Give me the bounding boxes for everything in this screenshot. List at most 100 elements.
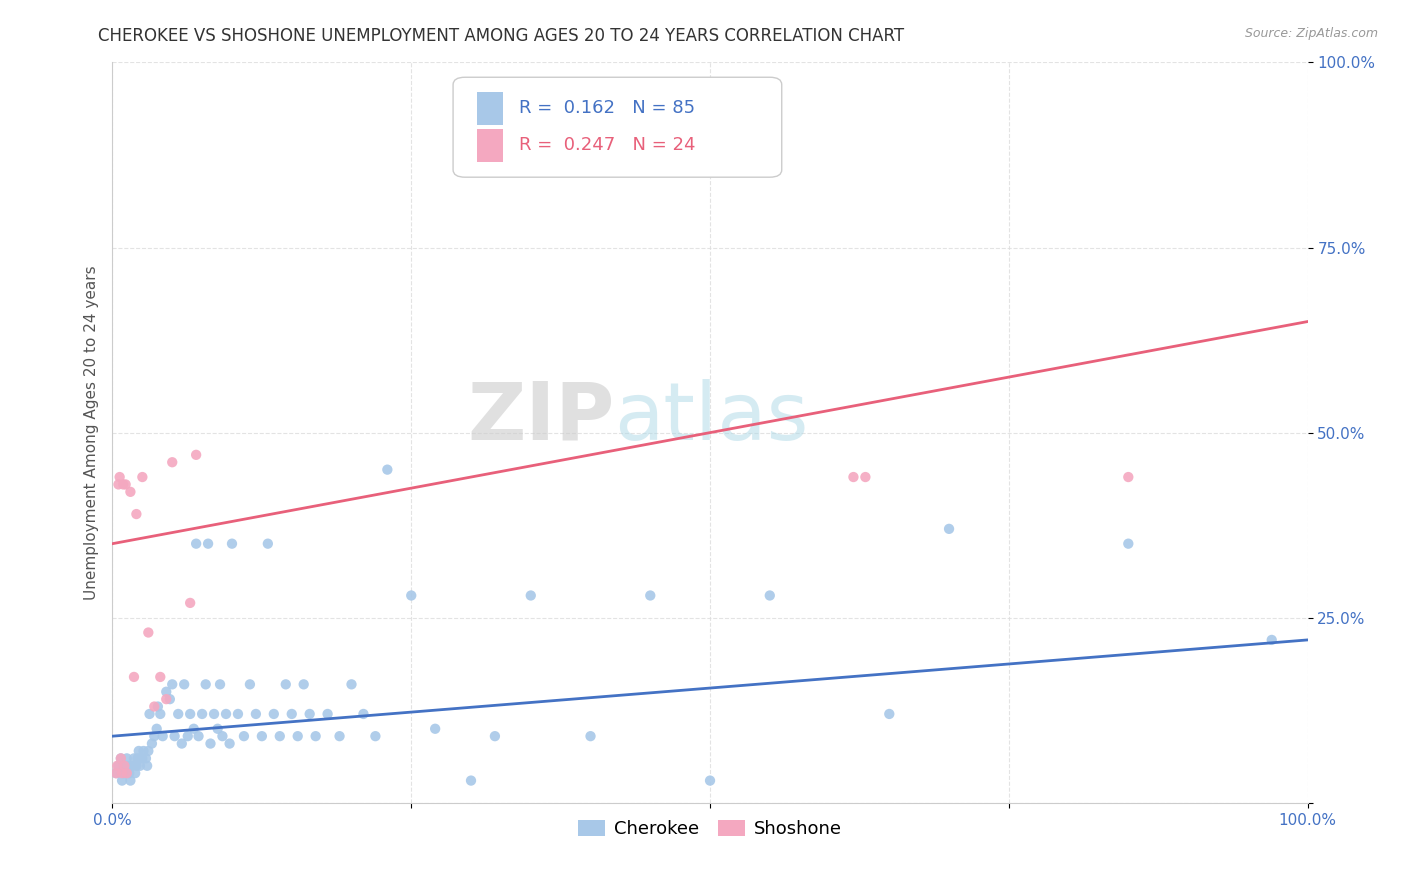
Point xyxy=(110,751,132,765)
Point xyxy=(197,536,219,550)
Point xyxy=(207,722,229,736)
Point xyxy=(329,729,352,743)
Point xyxy=(162,455,183,469)
Point xyxy=(105,758,128,772)
Point xyxy=(114,758,135,772)
Point xyxy=(842,470,865,484)
Point xyxy=(135,751,157,765)
Point xyxy=(138,625,160,640)
Point xyxy=(226,706,249,721)
Point xyxy=(111,766,134,780)
Point xyxy=(305,729,328,743)
Point xyxy=(879,706,901,721)
Point xyxy=(352,706,374,721)
Point xyxy=(316,706,339,721)
Point xyxy=(127,751,149,765)
Point xyxy=(121,758,143,772)
Point xyxy=(111,773,134,788)
Point xyxy=(640,589,662,603)
Point xyxy=(292,677,315,691)
FancyBboxPatch shape xyxy=(477,92,503,126)
Point xyxy=(239,677,262,691)
Point xyxy=(177,729,200,743)
Point xyxy=(364,729,387,743)
Point xyxy=(340,677,363,691)
Point xyxy=(401,589,423,603)
Point xyxy=(163,729,186,743)
Y-axis label: Unemployment Among Ages 20 to 24 years: Unemployment Among Ages 20 to 24 years xyxy=(83,265,98,600)
Point xyxy=(105,766,128,780)
Point xyxy=(107,477,129,491)
Point xyxy=(287,729,309,743)
Point xyxy=(145,722,167,736)
Point xyxy=(274,677,297,691)
Point xyxy=(143,699,166,714)
Point xyxy=(179,596,201,610)
Point xyxy=(520,589,543,603)
Point xyxy=(579,729,602,743)
Point xyxy=(131,751,153,765)
Point xyxy=(191,706,214,721)
Point xyxy=(194,677,217,691)
Text: R =  0.247   N = 24: R = 0.247 N = 24 xyxy=(519,136,696,154)
Point xyxy=(155,685,177,699)
Point xyxy=(167,706,190,721)
Point xyxy=(233,729,256,743)
Text: CHEROKEE VS SHOSHONE UNEMPLOYMENT AMONG AGES 20 TO 24 YEARS CORRELATION CHART: CHEROKEE VS SHOSHONE UNEMPLOYMENT AMONG … xyxy=(98,27,904,45)
Point xyxy=(115,751,138,765)
Point xyxy=(128,744,150,758)
Point xyxy=(138,744,160,758)
Point xyxy=(152,729,174,743)
Legend: Cherokee, Shoshone: Cherokee, Shoshone xyxy=(571,813,849,846)
Point xyxy=(114,477,136,491)
Text: ZIP: ZIP xyxy=(467,379,614,457)
Point xyxy=(114,766,135,780)
Point xyxy=(125,507,148,521)
Point xyxy=(146,699,169,714)
FancyBboxPatch shape xyxy=(453,78,782,178)
Point xyxy=(484,729,506,743)
Point xyxy=(159,692,181,706)
Point xyxy=(155,692,177,706)
Point xyxy=(132,744,155,758)
Point xyxy=(149,670,172,684)
Point xyxy=(136,758,159,772)
Point xyxy=(122,751,145,765)
Point xyxy=(143,729,166,743)
Text: atlas: atlas xyxy=(614,379,808,457)
Point xyxy=(112,477,135,491)
Point xyxy=(170,737,193,751)
Point xyxy=(138,706,160,721)
Point xyxy=(125,758,148,772)
Point xyxy=(173,677,195,691)
Point xyxy=(131,470,153,484)
Point xyxy=(183,722,205,736)
Point xyxy=(209,677,232,691)
Point xyxy=(377,462,399,476)
Point xyxy=(149,706,172,721)
Point xyxy=(107,758,129,772)
Point xyxy=(105,766,128,780)
Point xyxy=(115,766,138,780)
Point xyxy=(186,536,208,550)
Point xyxy=(118,766,141,780)
Point xyxy=(110,751,132,765)
Point xyxy=(122,670,145,684)
Point xyxy=(117,758,139,772)
Point xyxy=(186,448,208,462)
Point xyxy=(281,706,304,721)
Point xyxy=(460,773,482,788)
Point xyxy=(202,706,225,721)
Point xyxy=(759,589,782,603)
Point xyxy=(129,758,152,772)
Point xyxy=(162,677,183,691)
FancyBboxPatch shape xyxy=(477,129,503,162)
Point xyxy=(699,773,721,788)
Point xyxy=(257,536,280,550)
Point xyxy=(218,737,240,751)
Point xyxy=(141,737,163,751)
Point xyxy=(179,706,201,721)
Point xyxy=(250,729,273,743)
Point xyxy=(269,729,291,743)
Point xyxy=(1118,536,1140,550)
